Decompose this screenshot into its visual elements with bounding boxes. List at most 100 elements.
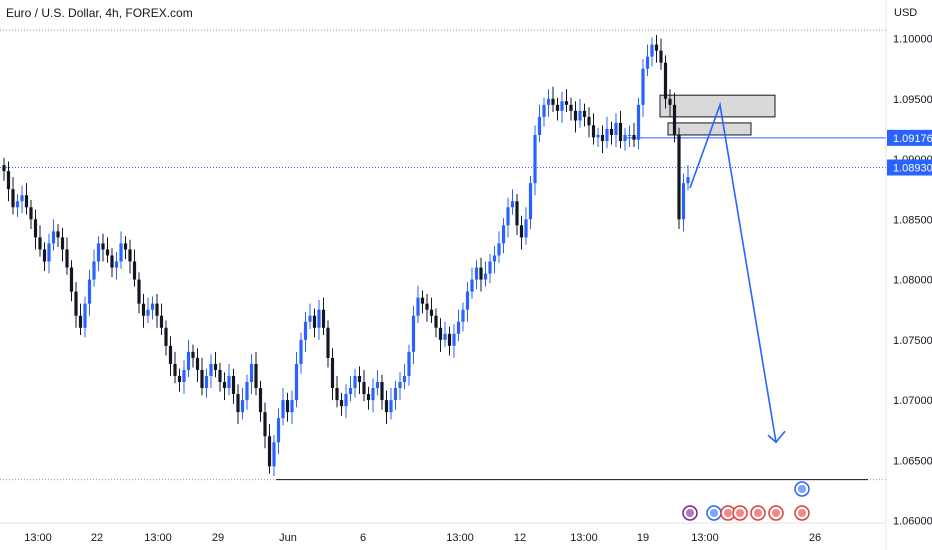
candle-body [663,62,668,99]
candle-body [240,400,245,413]
candle-body [141,303,146,316]
candle-body [186,351,191,370]
candle-body [483,273,488,280]
candle-body [366,394,371,401]
candle-body [105,249,110,256]
candle-body [65,249,69,268]
candle-body [398,382,402,389]
candle-body [276,418,281,443]
candle-body [42,249,47,262]
candle-body [452,333,456,346]
candle-body [227,375,231,389]
candle-body [6,171,11,190]
price-label-box [887,129,932,146]
candle-body [645,56,650,69]
price-tick-label: 1.06500 [893,455,932,467]
candle-body [470,279,474,292]
candle-body [119,243,123,262]
candle-body [47,243,51,262]
economic-event-markers [682,481,810,521]
economic-event-icon-inner [710,509,718,517]
projection-path [689,101,786,444]
candle-body [465,291,470,310]
candle-body [591,125,596,138]
price-tick-label: 1.07000 [893,395,932,407]
candle-body [654,44,659,51]
candle-body [429,309,434,316]
candle-body [515,201,519,226]
candle-body [555,104,560,111]
candle-body [303,321,308,340]
time-tick-label: 13:00 [446,532,474,544]
candle-body [537,116,542,135]
candle-body [339,400,344,407]
candle-body [137,279,141,304]
candle-body [87,279,92,304]
candle-body [479,267,483,280]
price-labels: 1.09176 1.08930 [887,129,932,176]
candle-body [249,363,254,383]
candle-body [11,189,15,208]
candle-body [605,128,609,141]
time-tick-label: 13:00 [144,532,172,544]
candle-body [110,255,114,268]
economic-event-icon-inner [686,509,694,517]
candle-body [92,261,96,280]
candle-body [510,201,515,208]
candle-body [407,351,411,376]
candle-body [299,339,303,364]
candle-body [560,101,564,111]
candle-body [263,412,267,437]
price-label-text: 1.09176 [893,133,932,145]
price-axis-background [886,0,932,550]
candle-body [578,110,582,121]
price-tick-label: 1.07500 [893,335,932,347]
economic-event-icon-inner [798,509,806,517]
candle-body [128,249,132,262]
candle-body [150,303,155,310]
candle-body [294,363,299,401]
price-label-text: 1.08930 [893,163,932,175]
candle-body [497,243,501,256]
time-tick-label: Jun [279,532,297,544]
candle-body [29,207,33,220]
supply-zone-box [659,94,776,118]
candle-body [546,98,551,105]
candle-body [672,104,677,135]
candle-body [168,345,173,364]
candle-body [384,400,389,413]
candle-body [267,436,272,467]
candle-body [258,388,263,413]
candle-body [425,303,429,310]
candle-body [519,225,524,238]
candle-body [587,116,591,126]
candle-body [209,363,213,376]
candle-body [321,309,326,328]
candle-body [24,195,29,208]
candle-body [501,225,506,244]
economic-event-icon-inner [736,509,744,517]
candle-body [114,261,119,268]
candle-body [281,400,285,419]
candle-body [344,394,348,407]
economic-event-icon-inner [798,485,806,493]
candle-body [335,388,339,401]
candle-body [155,303,159,316]
price-axis[interactable]: 1.100001.095001.090001.085001.080001.075… [893,34,932,528]
candle-body [609,128,614,135]
price-tick-label: 1.08000 [893,275,932,287]
candle-body [231,375,236,395]
price-tick-label: 1.10000 [893,34,932,46]
time-axis[interactable]: 13:00 22 13:00 29 Jun 6 13:00 12 13:00 19 13:00 26 [24,532,821,544]
candle-body [528,183,533,220]
candle-body [618,122,623,141]
candle-body [632,134,636,140]
candle-body [668,98,672,105]
candle-body [420,297,425,304]
time-tick-label: 26 [809,532,821,544]
time-tick-label: 13:00 [691,532,719,544]
economic-event-icon-inner [754,509,762,517]
candle-body [78,315,83,328]
candle-body [416,297,420,316]
